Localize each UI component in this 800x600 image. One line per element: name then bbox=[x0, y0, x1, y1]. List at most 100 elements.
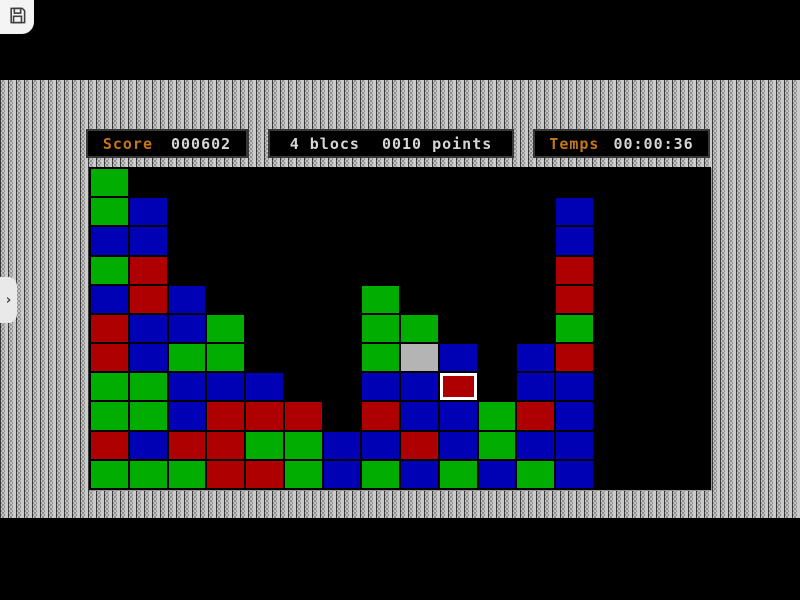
block-blue[interactable] bbox=[168, 314, 206, 343]
block-blue[interactable] bbox=[129, 314, 167, 343]
block-red[interactable] bbox=[129, 285, 167, 313]
block-blue[interactable] bbox=[478, 460, 516, 488]
empty-cell bbox=[672, 344, 709, 371]
block-red[interactable] bbox=[401, 431, 438, 459]
block-blue[interactable] bbox=[323, 431, 361, 459]
block-blue[interactable] bbox=[517, 373, 554, 401]
block-blue[interactable] bbox=[168, 285, 206, 313]
block-blue[interactable] bbox=[401, 460, 438, 488]
block-red[interactable] bbox=[517, 402, 554, 430]
time-label: Temps bbox=[549, 134, 600, 153]
block-red[interactable] bbox=[129, 256, 167, 284]
block-red[interactable] bbox=[91, 344, 128, 372]
block-blue[interactable] bbox=[401, 402, 438, 430]
block-green[interactable] bbox=[246, 431, 283, 459]
empty-cell bbox=[207, 169, 244, 196]
block-green[interactable] bbox=[207, 314, 244, 343]
block-blue[interactable] bbox=[129, 198, 167, 226]
block-green[interactable] bbox=[284, 431, 322, 459]
block-blue[interactable] bbox=[129, 227, 167, 255]
block-green[interactable] bbox=[362, 285, 399, 313]
block-blue[interactable] bbox=[517, 431, 554, 459]
block-green[interactable] bbox=[168, 344, 206, 372]
block-red[interactable] bbox=[91, 431, 128, 459]
block-blue[interactable] bbox=[556, 373, 593, 401]
empty-cell bbox=[634, 257, 671, 284]
block-red[interactable] bbox=[207, 431, 244, 459]
block-blue[interactable] bbox=[91, 285, 128, 313]
block-green[interactable] bbox=[362, 314, 399, 343]
empty-cell bbox=[440, 198, 477, 225]
block-red[interactable] bbox=[246, 402, 283, 430]
block-blue[interactable] bbox=[439, 344, 477, 372]
block-blue[interactable] bbox=[439, 402, 477, 430]
empty-cell bbox=[634, 402, 671, 429]
save-button[interactable] bbox=[0, 0, 34, 34]
empty-cell bbox=[479, 373, 516, 400]
block-green[interactable] bbox=[362, 460, 399, 488]
block-green[interactable] bbox=[91, 198, 128, 226]
block-green[interactable] bbox=[478, 431, 516, 459]
block-red[interactable] bbox=[556, 285, 593, 313]
block-red[interactable] bbox=[168, 431, 206, 459]
block-green[interactable] bbox=[129, 373, 167, 401]
block-red[interactable] bbox=[284, 402, 322, 430]
block-blue[interactable] bbox=[401, 373, 438, 401]
block-green[interactable] bbox=[91, 256, 128, 284]
block-green[interactable] bbox=[168, 460, 206, 488]
block-blue[interactable] bbox=[362, 431, 399, 459]
block-green[interactable] bbox=[91, 373, 128, 401]
block-blue[interactable] bbox=[556, 227, 593, 255]
block-blue[interactable] bbox=[91, 227, 128, 255]
block-gray[interactable] bbox=[401, 344, 438, 372]
block-red[interactable] bbox=[246, 460, 283, 488]
block-red[interactable] bbox=[556, 344, 593, 372]
block-green[interactable] bbox=[91, 169, 128, 197]
block-blue[interactable] bbox=[207, 373, 244, 401]
score-value: 000602 bbox=[170, 134, 232, 153]
empty-cell bbox=[595, 432, 632, 459]
empty-cell bbox=[207, 198, 244, 225]
empty-cell bbox=[246, 198, 283, 225]
block-blue[interactable] bbox=[556, 198, 593, 226]
empty-cell bbox=[285, 227, 322, 254]
block-green[interactable] bbox=[91, 402, 128, 430]
empty-cell bbox=[634, 432, 671, 459]
block-green[interactable] bbox=[91, 460, 128, 488]
block-red[interactable] bbox=[207, 460, 244, 488]
block-green[interactable] bbox=[401, 314, 438, 343]
block-blue[interactable] bbox=[362, 373, 399, 401]
block-green[interactable] bbox=[556, 314, 593, 343]
block-blue[interactable] bbox=[129, 431, 167, 459]
selected-block-cursor[interactable] bbox=[439, 373, 477, 401]
block-blue[interactable] bbox=[323, 460, 361, 488]
empty-cell bbox=[595, 257, 632, 284]
block-green[interactable] bbox=[478, 402, 516, 430]
panel-toggle-button[interactable]: › bbox=[0, 277, 17, 323]
block-blue[interactable] bbox=[129, 344, 167, 372]
block-green[interactable] bbox=[517, 460, 554, 488]
block-green[interactable] bbox=[129, 460, 167, 488]
block-blue[interactable] bbox=[246, 373, 283, 401]
block-green[interactable] bbox=[207, 344, 244, 372]
block-red[interactable] bbox=[556, 256, 593, 284]
block-green[interactable] bbox=[284, 460, 322, 488]
block-green[interactable] bbox=[439, 460, 477, 488]
block-blue[interactable] bbox=[556, 431, 593, 459]
block-red[interactable] bbox=[207, 402, 244, 430]
block-blue[interactable] bbox=[517, 344, 554, 372]
block-red[interactable] bbox=[91, 314, 128, 343]
block-blue[interactable] bbox=[556, 402, 593, 430]
empty-cell bbox=[634, 198, 671, 225]
empty-cell bbox=[324, 402, 361, 429]
block-blue[interactable] bbox=[168, 402, 206, 430]
block-green[interactable] bbox=[129, 402, 167, 430]
block-green[interactable] bbox=[362, 344, 399, 372]
empty-cell bbox=[595, 461, 632, 488]
block-red[interactable] bbox=[362, 402, 399, 430]
block-blue[interactable] bbox=[439, 431, 477, 459]
block-blue[interactable] bbox=[556, 460, 593, 488]
block-blue[interactable] bbox=[168, 373, 206, 401]
empty-cell bbox=[595, 315, 632, 342]
